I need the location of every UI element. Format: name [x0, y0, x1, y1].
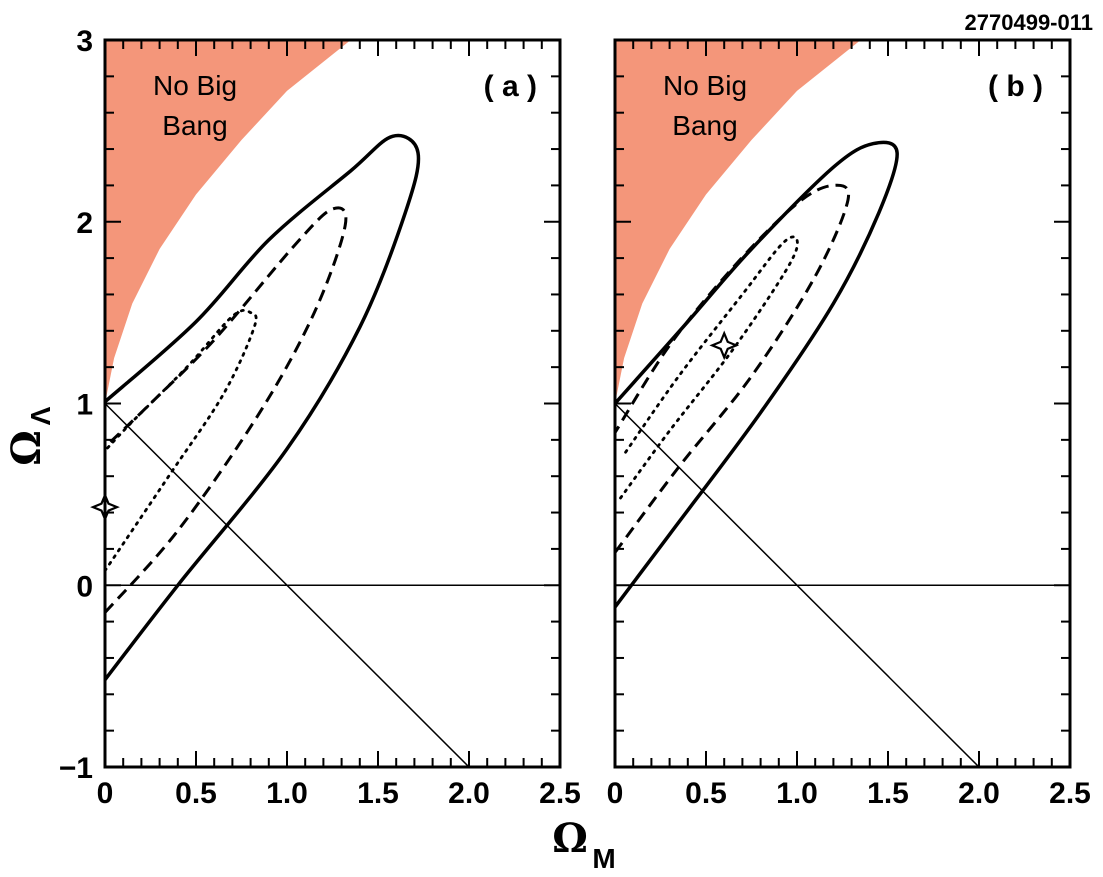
x-tick-label: 1.5 — [867, 777, 909, 810]
panel-label-a: ( a ) — [484, 70, 537, 103]
x-axis-title-symbol: Ω — [552, 815, 588, 862]
y-tick-label: 0 — [76, 570, 93, 603]
x-tick-label: 2.5 — [1049, 777, 1091, 810]
y-tick-label: −1 — [59, 752, 93, 785]
no-big-bang-label-a-line1: No Big — [153, 70, 237, 101]
x-tick-label: 0.5 — [685, 777, 727, 810]
reference-lines-a — [105, 402, 560, 767]
best-fit-marker-b — [709, 330, 740, 361]
contours-b — [615, 140, 899, 609]
x-tick-label: 0 — [607, 777, 624, 810]
x-tick-label: 2.5 — [539, 777, 581, 810]
contours-a — [105, 133, 421, 681]
panel-label-b: ( b ) — [988, 70, 1043, 103]
x-axis-title-subscript: M — [592, 843, 615, 874]
no-big-bang-label-b-line2: Bang — [672, 110, 737, 141]
x-tick-label: 2.0 — [448, 777, 490, 810]
panel-b: 0 0.5 1.0 1.5 2.0 2.5 No Big Bang ( b ) — [607, 38, 1091, 810]
y-tick-label: 2 — [76, 207, 93, 240]
x-tick-label: 0.5 — [175, 777, 217, 810]
no-big-bang-label-b-line1: No Big — [663, 70, 747, 101]
no-big-bang-area — [105, 40, 351, 404]
ticks-b: 0 0.5 1.0 1.5 2.0 2.5 — [607, 39, 1091, 810]
x-tick-label: 1.0 — [776, 777, 818, 810]
no-big-bang-label-a-line2: Bang — [162, 110, 227, 141]
contour-solid — [105, 133, 421, 681]
x-tick-label: 0 — [97, 777, 114, 810]
no-big-bang-region-a — [105, 40, 351, 404]
x-tick-label: 2.0 — [958, 777, 1000, 810]
best-fit-star — [709, 330, 740, 361]
reference-lines-b — [615, 402, 1070, 767]
y-tick-label: 3 — [76, 25, 93, 58]
figure-id: 2770499-011 — [965, 10, 1093, 35]
y-axis-title: Ω Λ — [3, 406, 56, 465]
contour-dotted — [619, 235, 799, 500]
y-axis-title-symbol: Ω — [3, 430, 50, 466]
no-big-bang-region-b — [615, 40, 861, 404]
x-tick-label: 1.0 — [266, 777, 308, 810]
y-axis-title-subscript: Λ — [25, 406, 56, 425]
no-big-bang-area — [615, 40, 861, 404]
x-tick-label: 1.5 — [357, 777, 399, 810]
y-tick-label: 1 — [76, 389, 93, 422]
contour-dotted — [105, 308, 258, 573]
